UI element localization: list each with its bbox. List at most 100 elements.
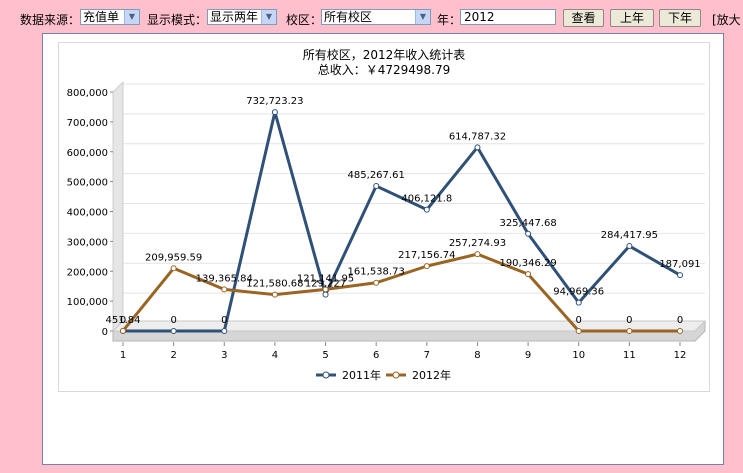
legend-marker-1 — [392, 371, 400, 379]
x-tick-label: 7 — [424, 350, 430, 361]
chart-title: 所有校区，2012年收入统计表 — [303, 47, 466, 62]
x-tick-label: 3 — [221, 350, 227, 361]
data-point — [575, 299, 582, 306]
x-tick-label: 4 — [272, 350, 278, 361]
data-point — [221, 328, 228, 334]
data-label: 732,723.23 — [246, 96, 303, 107]
data-label: 121,580.68 — [246, 279, 303, 290]
data-point — [271, 291, 278, 298]
data-point — [271, 109, 278, 116]
y-axis: 0 100,000 200,000 300,000 400,000 500,000 600,… — [67, 88, 113, 338]
data-label: 209,959.59 — [145, 252, 202, 263]
data-point — [373, 183, 380, 190]
data-label: 129,227 — [305, 279, 346, 290]
y-tick-label: 700,000 — [67, 118, 108, 129]
y-tick-label: 300,000 — [67, 237, 108, 248]
data-label: 325,447.68 — [499, 218, 556, 229]
series-line-1 — [121, 252, 680, 333]
x-tick-label: 9 — [525, 350, 531, 361]
data-label: 0 — [120, 315, 126, 326]
data-point — [322, 286, 329, 293]
y-tick-label: 400,000 — [67, 208, 108, 219]
data-label: 139,365.84 — [196, 273, 253, 284]
x-tick-label: 1 — [120, 350, 126, 361]
x-tick-label: 12 — [674, 350, 687, 361]
series-line-0 — [123, 110, 681, 333]
x-tick-label: 5 — [322, 350, 328, 361]
x-tick-label: 11 — [623, 350, 636, 361]
data-label: 0 — [170, 315, 176, 326]
data-point — [575, 328, 582, 334]
data-label: 187,091 — [659, 259, 700, 270]
mode-select-value: 显示两年 — [210, 10, 259, 24]
data-label: 614,787.32 — [449, 131, 506, 142]
data-point — [170, 328, 177, 334]
data-point — [474, 144, 481, 151]
data-label: 451.84 — [106, 315, 141, 326]
data-label: 0 — [221, 315, 227, 326]
data-point — [322, 291, 329, 298]
data-label: 406,121.8 — [401, 194, 452, 205]
data-label: 217,156.74 — [398, 250, 455, 261]
next-year-button[interactable]: 下年 — [659, 9, 701, 27]
grid-lines — [123, 83, 705, 294]
data-point — [423, 263, 430, 270]
data-label: 257,274.93 — [449, 238, 506, 249]
data-point — [525, 271, 532, 278]
data-point — [373, 279, 380, 286]
data-point — [423, 206, 430, 213]
data-labels: 0 0 0 732,723.23 129,227 485,267.61 406,121.8 6… — [106, 96, 701, 326]
legend-marker-0 — [322, 371, 330, 379]
campus-select-value: 所有校区 — [324, 10, 373, 24]
data-label: 0 — [626, 315, 632, 326]
chevron-down-icon[interactable]: ▼ — [415, 10, 430, 24]
chart-subtitle: 总收入：￥4729498.79 — [318, 63, 451, 77]
legend-label-0: 2011年 — [342, 368, 381, 382]
series-group — [120, 109, 683, 334]
y-tick-label: 0 — [102, 327, 108, 338]
data-point — [677, 272, 683, 279]
data-point — [474, 251, 481, 258]
x-tick-label: 2 — [170, 350, 176, 361]
mode-label: 显示模式： — [147, 13, 208, 27]
view-button[interactable]: 查看 — [563, 9, 604, 27]
y-tick-label: 100,000 — [67, 297, 108, 308]
source-select[interactable]: 充值单 ▼ — [80, 9, 140, 25]
legend: 2011年 2012年 — [316, 368, 451, 382]
campus-label: 校区： — [286, 13, 323, 27]
zoom-link[interactable]: [放大 — [712, 13, 741, 27]
toolbar: 数据来源： 充值单 ▼ 显示模式： 显示两年 ▼ 校区： 所有校区 ▼ 年： 2… — [0, 0, 743, 34]
year-label: 年： — [437, 13, 462, 27]
data-point — [626, 243, 633, 250]
data-point — [626, 328, 633, 334]
data-point — [120, 327, 126, 334]
chart-left-wall — [112, 80, 124, 343]
data-label: 121,141.95 — [297, 273, 354, 284]
year-input[interactable]: 2012 — [460, 9, 556, 25]
source-label: 数据来源： — [20, 13, 81, 27]
mode-select[interactable]: 显示两年 ▼ — [207, 9, 277, 25]
data-point — [221, 286, 228, 293]
data-label: 284,417.95 — [601, 230, 658, 241]
data-point — [677, 328, 683, 334]
data-label: 190,346.29 — [499, 258, 556, 269]
x-axis: 1 2 3 4 5 6 7 8 9 10 11 12 — [120, 342, 687, 361]
data-label: 0 — [576, 315, 582, 326]
chevron-down-icon[interactable]: ▼ — [261, 10, 276, 24]
data-label: 0 — [677, 315, 683, 326]
data-label: 94,969.36 — [553, 287, 604, 298]
chevron-down-icon[interactable]: ▼ — [124, 10, 139, 24]
source-select-value: 充值单 — [83, 10, 120, 24]
chart-floor-top — [111, 320, 707, 332]
y-tick-label: 500,000 — [67, 178, 108, 189]
prev-year-button[interactable]: 上年 — [610, 9, 654, 27]
y-tick-label: 600,000 — [67, 148, 108, 159]
campus-select[interactable]: 所有校区 ▼ — [321, 9, 431, 25]
chart-3d-wall — [111, 80, 707, 343]
y-tick-label: 200,000 — [67, 267, 108, 278]
data-point — [170, 265, 177, 272]
data-label: 485,267.61 — [348, 170, 405, 181]
data-label: 161,538.73 — [348, 267, 405, 278]
x-tick-label: 6 — [373, 350, 379, 361]
